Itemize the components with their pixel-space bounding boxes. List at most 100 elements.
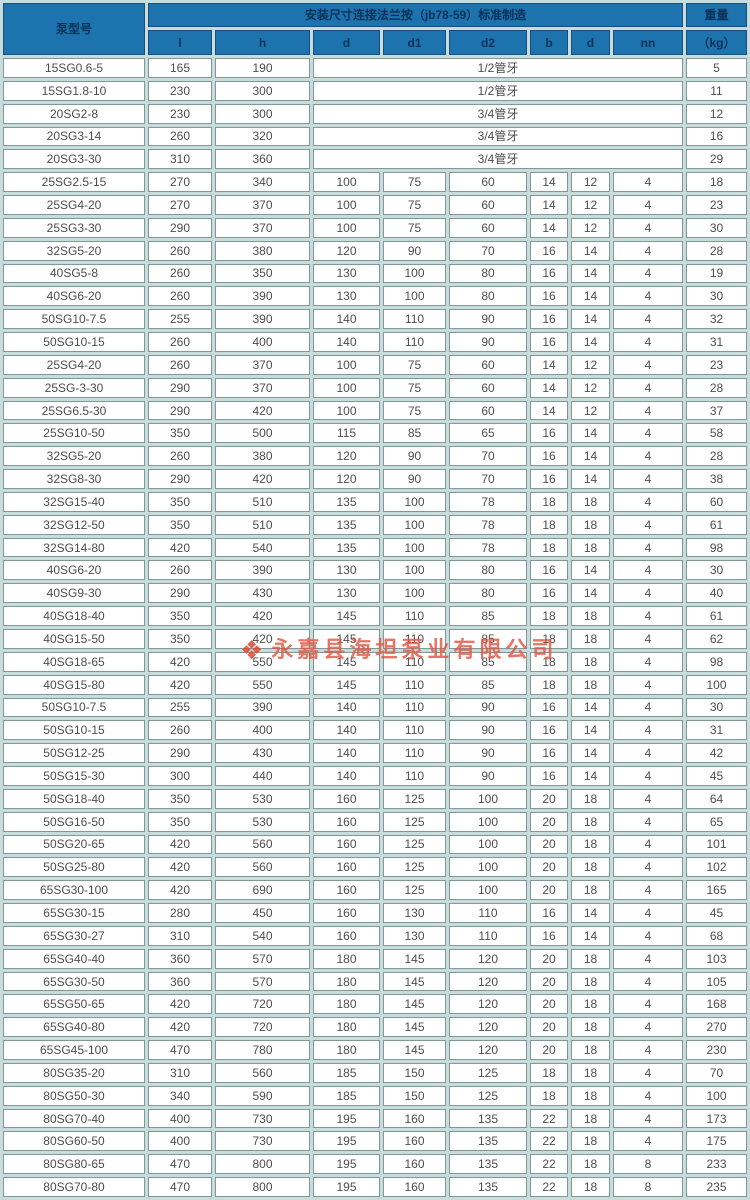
model-cell: 65SG40-40 xyxy=(3,948,145,969)
dim-cell-nn: 4 xyxy=(613,286,683,307)
dim-cell-d: 195 xyxy=(313,1108,380,1129)
weight-cell: 38 xyxy=(686,469,747,489)
weight-cell: 233 xyxy=(686,1154,747,1175)
dim-cell-h: 450 xyxy=(215,903,310,923)
dim-cell-nn: 4 xyxy=(613,446,683,467)
weight-cell: 173 xyxy=(686,1108,747,1129)
dim-cell-b: 20 xyxy=(530,1040,568,1060)
dim-cell-h: 340 xyxy=(215,172,310,193)
dim-cell-d2: 100 xyxy=(449,880,527,901)
dim-cell-d-bolt: 14 xyxy=(571,263,610,284)
dim-cell-h: 800 xyxy=(215,1177,310,1197)
dim-cell-d2: 60 xyxy=(449,195,527,215)
dim-cell-d: 100 xyxy=(313,172,380,193)
dim-cell-nn: 4 xyxy=(613,1131,683,1152)
dim-cell-h: 530 xyxy=(215,788,310,809)
dim-cell-b: 16 xyxy=(530,423,568,444)
dim-cell-d1: 110 xyxy=(383,720,446,741)
model-cell: 50SG18-40 xyxy=(3,788,145,809)
dim-cell-d1: 145 xyxy=(383,994,446,1015)
dim-cell-nn: 4 xyxy=(613,925,683,946)
dim-cell-d-bolt: 18 xyxy=(571,606,610,626)
dim-cell-d2: 135 xyxy=(449,1154,527,1175)
weight-cell: 5 xyxy=(686,58,747,78)
dim-cell-b: 20 xyxy=(530,811,568,832)
dim-cell-l: 260 xyxy=(148,240,212,261)
dim-cell-d: 145 xyxy=(313,606,380,626)
weight-cell: 100 xyxy=(686,674,747,695)
dim-cell-d2: 70 xyxy=(449,240,527,261)
dim-cell-d2: 90 xyxy=(449,332,527,352)
dim-cell-d-bolt: 18 xyxy=(571,651,610,672)
dim-cell-l: 230 xyxy=(148,103,212,124)
dim-cell-l: 420 xyxy=(148,834,212,855)
dim-cell-b: 16 xyxy=(530,240,568,261)
dim-cell-d: 140 xyxy=(313,720,380,741)
model-cell: 20SG3-14 xyxy=(3,126,145,147)
dim-cell-l: 290 xyxy=(148,217,212,238)
dim-cell-d2: 60 xyxy=(449,172,527,193)
dim-cell-d1: 150 xyxy=(383,1085,446,1106)
weight-cell: 29 xyxy=(686,149,747,170)
dim-cell-d1: 160 xyxy=(383,1108,446,1129)
dim-cell-l: 260 xyxy=(148,126,212,147)
dim-cell-nn: 4 xyxy=(613,971,683,992)
model-cell: 15SG1.8-10 xyxy=(3,80,145,101)
dim-cell-nn: 4 xyxy=(613,583,683,604)
dim-cell-l: 420 xyxy=(148,651,212,672)
dim-cell-d1: 110 xyxy=(383,697,446,718)
dim-cell-d: 130 xyxy=(313,583,380,604)
dim-cell-l: 420 xyxy=(148,857,212,878)
dim-cell-d1: 125 xyxy=(383,880,446,901)
dim-cell-d1: 75 xyxy=(383,377,446,398)
dim-cell-b: 14 xyxy=(530,195,568,215)
dim-cell-d-bolt: 14 xyxy=(571,925,610,946)
dim-cell-nn: 4 xyxy=(613,560,683,581)
model-cell: 80SG70-40 xyxy=(3,1108,145,1129)
dim-cell-b: 14 xyxy=(530,217,568,238)
dim-cell-l: 230 xyxy=(148,80,212,101)
model-cell: 40SG6-20 xyxy=(3,560,145,581)
dim-cell-b: 16 xyxy=(530,560,568,581)
dim-cell-b: 16 xyxy=(530,286,568,307)
dim-cell-l: 350 xyxy=(148,811,212,832)
dim-cell-nn: 4 xyxy=(613,354,683,375)
dim-cell-d-bolt: 14 xyxy=(571,423,610,444)
weight-cell: 270 xyxy=(686,1017,747,1038)
dim-cell-b: 18 xyxy=(530,674,568,695)
dim-cell-d2: 60 xyxy=(449,217,527,238)
dim-cell-d1: 110 xyxy=(383,309,446,330)
dim-cell-d: 140 xyxy=(313,766,380,786)
dim-cell-d: 140 xyxy=(313,697,380,718)
dim-cell-d: 180 xyxy=(313,971,380,992)
dim-cell-h: 730 xyxy=(215,1108,310,1129)
merged-pipe-thread-cell: 3/4管牙 xyxy=(313,149,683,170)
dim-cell-d2: 85 xyxy=(449,651,527,672)
dim-cell-d1: 75 xyxy=(383,354,446,375)
dim-cell-nn: 4 xyxy=(613,1085,683,1106)
model-cell: 40SG18-65 xyxy=(3,651,145,672)
dim-cell-b: 18 xyxy=(530,606,568,626)
model-cell: 32SG5-20 xyxy=(3,446,145,467)
dim-cell-l: 360 xyxy=(148,948,212,969)
dim-cell-d1: 110 xyxy=(383,332,446,352)
dim-cell-d: 180 xyxy=(313,994,380,1015)
dim-cell-d1: 160 xyxy=(383,1131,446,1152)
dim-cell-d2: 80 xyxy=(449,263,527,284)
dim-cell-nn: 4 xyxy=(613,469,683,489)
dim-cell-b: 18 xyxy=(530,491,568,512)
weight-cell: 70 xyxy=(686,1062,747,1083)
dim-cell-b: 22 xyxy=(530,1108,568,1129)
dim-cell-d-bolt: 18 xyxy=(571,1062,610,1083)
dim-cell-d1: 160 xyxy=(383,1154,446,1175)
weight-cell: 62 xyxy=(686,629,747,649)
dim-cell-d2: 125 xyxy=(449,1062,527,1083)
dim-cell-d-bolt: 18 xyxy=(571,514,610,535)
dim-cell-d1: 110 xyxy=(383,766,446,786)
dim-cell-d: 195 xyxy=(313,1154,380,1175)
dim-cell-b: 22 xyxy=(530,1177,568,1197)
column-header-weight: 重量 xyxy=(686,3,747,27)
dim-cell-d2: 90 xyxy=(449,697,527,718)
dim-cell-d2: 110 xyxy=(449,903,527,923)
dim-cell-l: 290 xyxy=(148,400,212,421)
